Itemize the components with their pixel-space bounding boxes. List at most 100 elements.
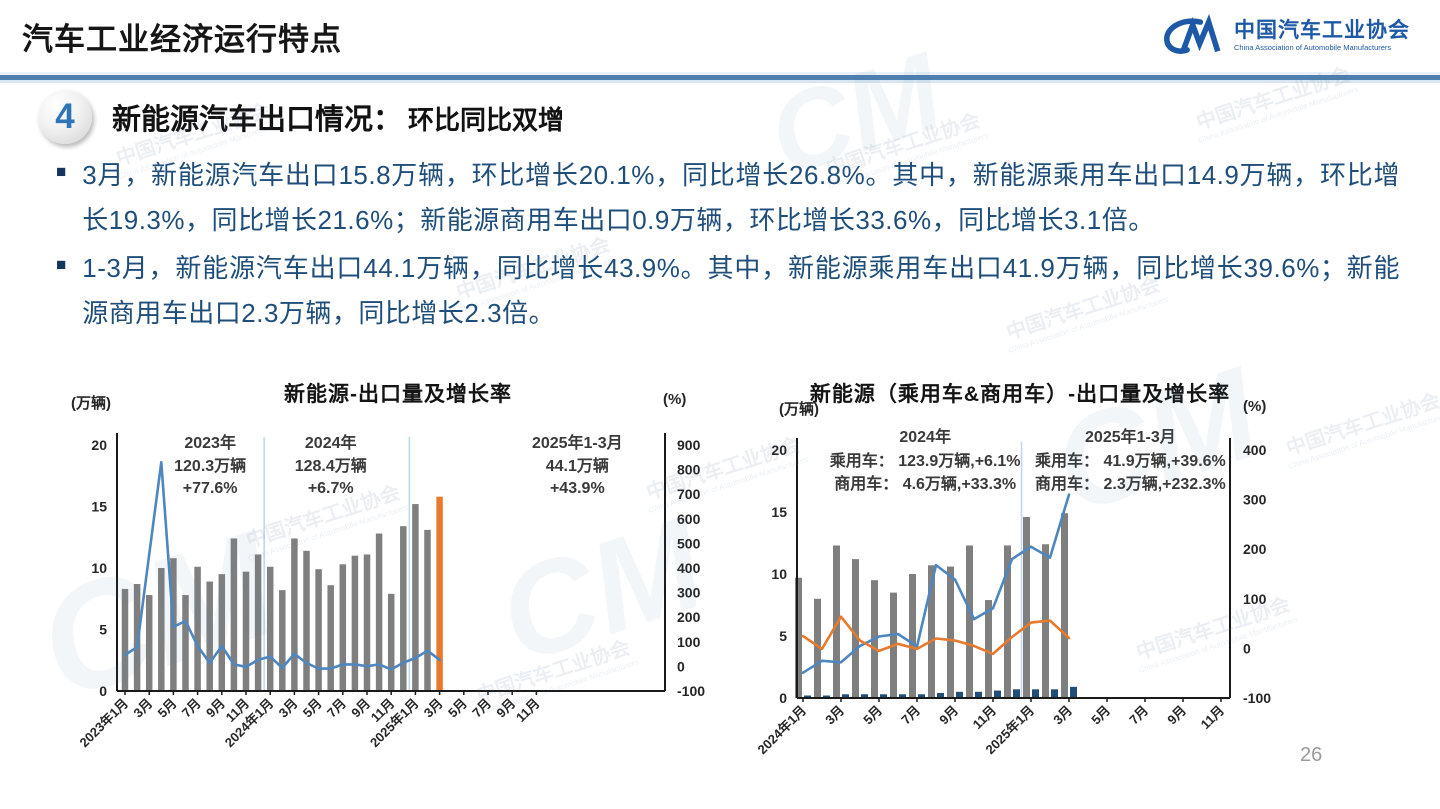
- bullet-text: 3月，新能源汽车出口15.8万辆，环比增长20.1%，同比增长26.8%。其中，…: [82, 160, 1400, 235]
- bar: [436, 496, 443, 691]
- y-tick-label-right: 400: [1243, 442, 1267, 458]
- x-tick-label: 5月: [860, 703, 885, 728]
- bar: [918, 694, 925, 698]
- bar: [937, 693, 944, 698]
- bar: [291, 538, 298, 691]
- bar: [194, 566, 201, 691]
- chart-annotation: 乘用车： 41.9万辆,+39.6%: [1034, 451, 1226, 470]
- x-tick-label: 3月: [276, 696, 301, 721]
- chart-annotation: 2024年: [305, 433, 357, 452]
- x-tick-label: 11月: [1198, 703, 1228, 733]
- y-tick-label-right: 400: [677, 560, 701, 576]
- bar: [1070, 686, 1077, 698]
- bar: [230, 538, 238, 691]
- bar: [823, 695, 830, 698]
- x-tick-label: 5月: [300, 696, 325, 721]
- x-tick-label: 3月: [822, 703, 847, 728]
- growth-line: [801, 615, 1071, 656]
- bar: [880, 694, 887, 698]
- y-tick-label-right: 500: [677, 535, 701, 551]
- caam-logo-name-en: China Association of Automobile Manufact…: [1234, 43, 1392, 53]
- bar: [1023, 516, 1030, 698]
- y-tick-label-left: 5: [779, 628, 787, 644]
- bar: [351, 555, 359, 691]
- bar: [956, 691, 963, 698]
- y-tick-label-right: 0: [677, 658, 685, 674]
- x-tick-label: 11月: [970, 703, 1000, 733]
- x-tick-label: 3月: [421, 696, 446, 721]
- chart-title: 新能源（乘用车&商用车）-出口量及增长率: [809, 383, 1231, 406]
- growth-line: [123, 460, 441, 671]
- bar: [1032, 689, 1039, 698]
- bar: [1013, 689, 1020, 698]
- bullet-text: 1-3月，新能源汽车出口44.1万辆，同比增长43.9%。其中，新能源乘用车出口…: [82, 253, 1400, 328]
- caam-logo-mark-icon: [1164, 14, 1221, 54]
- bar: [218, 574, 226, 691]
- bar: [339, 564, 347, 691]
- bullet-item: ■ 1-3月，新能源汽车出口44.1万辆，同比增长43.9%。其中，新能源乘用车…: [52, 246, 1400, 336]
- y-tick-label-right: 0: [1243, 640, 1251, 656]
- y-tick-label-right: 200: [1243, 541, 1267, 557]
- x-tick-label: 2023年1月: [77, 696, 132, 751]
- section-number: 4: [55, 97, 75, 136]
- chart-annotation: 120.3万辆: [174, 456, 246, 475]
- y-tick-label-left: 20: [771, 442, 787, 458]
- y-axis-left-unit-label: (万辆): [71, 394, 111, 412]
- chart-nev-export-by-type: 新能源（乘用车&商用车）-出口量及增长率 0 5 10 15 20 400 300 200 10…: [755, 378, 1440, 808]
- x-tick-label: 5月: [445, 696, 470, 721]
- bar: [833, 545, 840, 698]
- x-tick-label: 5月: [1088, 703, 1113, 728]
- y-tick-label-left: 10: [771, 566, 787, 582]
- chart-annotation: +43.9%: [550, 480, 605, 497]
- x-tick-label: 2024年1月: [755, 703, 809, 758]
- bar: [315, 569, 322, 691]
- section-header: 4 新能源汽车出口情况： 环比同比双增: [38, 90, 564, 144]
- bar: [254, 554, 262, 691]
- x-tick-label: 5月: [155, 696, 180, 721]
- y-tick-label-right: 800: [677, 462, 701, 478]
- x-tick-label: 7月: [469, 696, 494, 721]
- caam-logo-name: 中国汽车工业协会 China Association of Automobile…: [1234, 19, 1410, 52]
- chart-annotation: 128.4万辆: [295, 456, 367, 475]
- y-axis-left-unit-label: (万辆): [779, 400, 819, 418]
- bar: [985, 600, 992, 698]
- x-tick-label: 11月: [513, 696, 543, 726]
- bar: [145, 595, 153, 691]
- y-tick-label-left: 20: [91, 437, 107, 453]
- bar: [899, 694, 906, 698]
- page-number: 26: [1300, 744, 1323, 766]
- x-tick-label: 7月: [1126, 703, 1151, 728]
- chart-annotation: 2023年: [184, 433, 236, 452]
- bar: [795, 577, 802, 698]
- page-title: 汽车工业经济运行特点: [22, 22, 342, 57]
- bar: [842, 694, 849, 698]
- y-tick-label-right: -100: [677, 683, 705, 699]
- chart-annotation: 乘用车： 123.9万辆,+6.1%: [829, 451, 1021, 470]
- bullet-square-icon: ■: [56, 255, 67, 274]
- y-tick-label-left: 0: [779, 690, 787, 706]
- x-tick-label: 7月: [179, 696, 204, 721]
- section-subtitle: 环比同比双增: [408, 105, 565, 135]
- y-axis-right-unit-label: (%): [663, 391, 686, 408]
- y-axis-right-unit-label: (%): [1243, 398, 1266, 415]
- chart-canvas: 0 5 10 15 20 400 300 200 100 0 -100 2024年1月 3月 5月 7月 9月…: [755, 398, 1271, 758]
- bar: [947, 566, 954, 698]
- bullet-item: ■ 3月，新能源汽车出口15.8万辆，环比增长20.1%，同比增长26.8%。其…: [52, 153, 1400, 243]
- bar: [206, 581, 213, 691]
- chart-canvas: 0 5 10 15 20 900 800 700 600 500 400 300 200 100 0 -100…: [71, 391, 705, 751]
- bullet-list: ■ 3月，新能源汽车出口15.8万辆，环比增长20.1%，同比增长26.8%。其…: [52, 153, 1400, 339]
- bar: [400, 526, 407, 691]
- bar: [279, 590, 286, 691]
- bar: [266, 566, 274, 691]
- section-title: 新能源汽车出口情况：: [112, 104, 403, 136]
- chart-annotation: 2025年1-3月: [1085, 427, 1176, 446]
- y-tick-label-left: 5: [99, 622, 107, 638]
- y-tick-label-right: 200: [677, 609, 701, 625]
- bar: [975, 691, 982, 698]
- bar: [1004, 545, 1011, 698]
- y-tick-label-left: 15: [771, 504, 787, 520]
- chart-nev-export-total: 新能源-出口量及增长率 0 5 10 15 20 900 800 700 600 500 400 30…: [57, 378, 739, 808]
- chart-annotation: 44.1万辆: [546, 456, 609, 475]
- y-tick-label-left: 10: [91, 560, 107, 576]
